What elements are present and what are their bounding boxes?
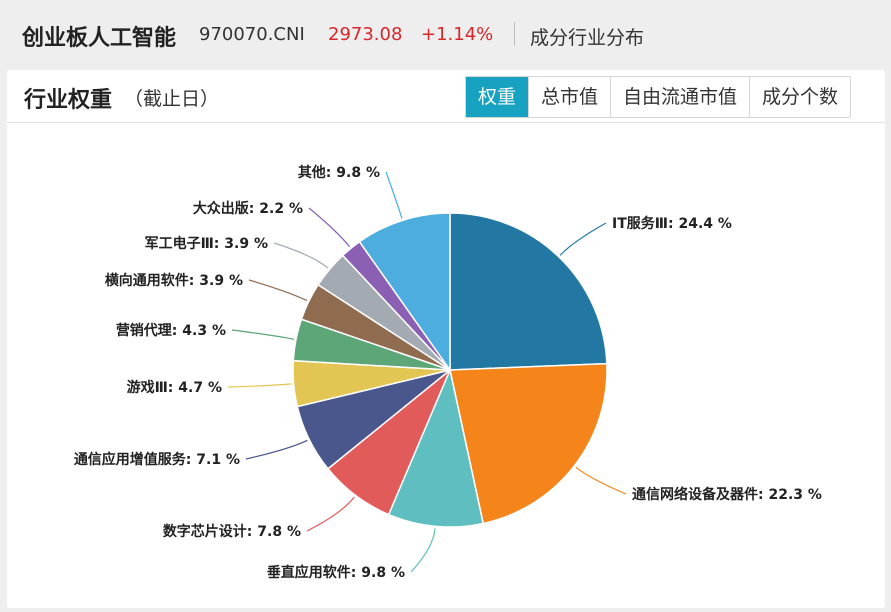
slice-label: 垂直应用软件: 9.8 % — [267, 564, 405, 581]
slice-label: 大众出版: 2.2 % — [193, 200, 303, 217]
tab-total-market-cap[interactable]: 总市值 — [528, 77, 611, 117]
slice-label: 营销代理: 4.3 % — [116, 322, 226, 339]
panel-title: 行业权重 — [24, 88, 113, 113]
leader-line — [231, 329, 295, 340]
leader-line — [410, 528, 436, 573]
leader-line — [559, 222, 607, 256]
slice-label: 数字芯片设计: 7.8 % — [163, 523, 301, 540]
tab-constituent-count[interactable]: 成分个数 — [749, 77, 851, 117]
leader-line — [575, 466, 627, 495]
index-code: 970070.CNI — [199, 24, 305, 45]
panel-header: 行业权重 （截止日） 权重 总市值 自由流通市值 成分个数 — [7, 70, 885, 123]
slice-label: 横向通用软件: 3.9 % — [105, 272, 243, 289]
leader-line — [273, 242, 329, 269]
leader-line — [385, 171, 403, 219]
pie-slice[interactable] — [449, 212, 608, 371]
index-change: +1.14% — [421, 24, 494, 45]
slice-label: IT服务Ⅲ: 24.4 % — [612, 215, 732, 232]
pie-slice[interactable] — [449, 362, 608, 525]
index-name: 创业板人工智能 — [22, 26, 177, 51]
tab-free-float-market-cap[interactable]: 自由流通市值 — [610, 77, 750, 117]
metric-tabs: 权重 总市值 自由流通市值 成分个数 — [465, 76, 852, 118]
leader-line — [245, 439, 308, 460]
index-price: 2973.08 — [328, 24, 403, 45]
panel-subtitle: （截止日） — [124, 88, 220, 110]
slice-label: 通信应用增值服务: 7.1 % — [74, 451, 240, 468]
leader-line — [248, 279, 308, 302]
pie-slice[interactable] — [358, 212, 451, 373]
slice-label: 其他: 9.8 % — [298, 164, 380, 181]
leader-line — [227, 383, 292, 388]
leader-line — [306, 496, 355, 532]
leader-line — [308, 207, 351, 248]
slice-label: 军工电子Ⅲ: 3.9 % — [145, 235, 268, 252]
slice-label: 通信网络设备及器件: 22.3 % — [632, 486, 822, 503]
industry-distribution-link[interactable]: 成分行业分布 — [530, 27, 645, 49]
top-bar: 创业板人工智能 970070.CNI 2973.08 +1.14% 成分行业分布 — [0, 0, 891, 68]
slice-label: 游戏Ⅲ: 4.7 % — [127, 379, 222, 396]
tab-weight[interactable]: 权重 — [466, 77, 529, 117]
header-divider — [514, 22, 515, 46]
pie-slice[interactable] — [387, 367, 485, 528]
